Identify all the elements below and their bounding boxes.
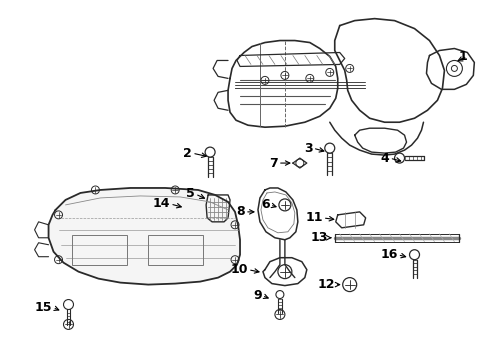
Text: 9: 9	[253, 289, 262, 302]
Text: 14: 14	[153, 197, 170, 210]
Text: 11: 11	[305, 211, 323, 224]
Text: 7: 7	[269, 157, 278, 170]
Text: 15: 15	[35, 301, 52, 314]
Polygon shape	[49, 188, 240, 285]
Text: 5: 5	[186, 188, 195, 201]
Text: 13: 13	[310, 231, 328, 244]
Text: 1: 1	[459, 50, 467, 63]
Text: 10: 10	[230, 263, 248, 276]
Text: 3: 3	[304, 141, 313, 155]
Text: 6: 6	[261, 198, 270, 211]
Text: 2: 2	[183, 147, 192, 159]
Text: 16: 16	[380, 248, 397, 261]
Text: 8: 8	[236, 205, 245, 219]
Text: 4: 4	[381, 152, 390, 165]
Text: 12: 12	[317, 278, 335, 291]
